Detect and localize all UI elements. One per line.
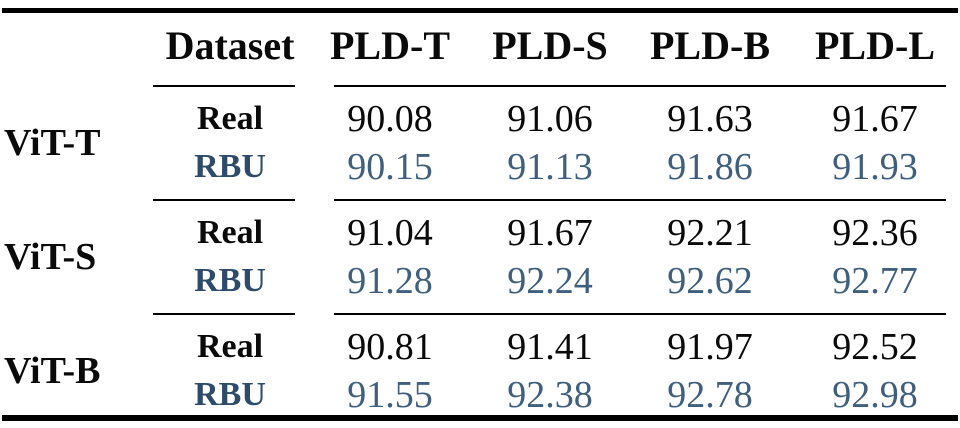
dataset-label-rbu: RBU [194, 375, 266, 413]
group-vit-b: ViT-B Real 90.81 91.41 91.97 92.52 RBU 9… [0, 323, 960, 419]
model-label: ViT-S [4, 236, 97, 278]
dataset-midrule [153, 313, 295, 315]
value-cell: 91.55 [347, 373, 433, 416]
value-cell: 91.63 [667, 97, 753, 140]
group-vit-t: ViT-T Real 90.08 91.06 91.63 91.67 RBU 9… [0, 95, 960, 191]
value-cell: 92.78 [667, 373, 753, 416]
value-cell: 91.04 [347, 211, 433, 254]
value-cell: 92.77 [832, 259, 918, 302]
column-header-pld-s: PLD-S [492, 22, 608, 68]
group-separator [0, 191, 960, 209]
column-header-pld-t: PLD-T [330, 22, 450, 68]
dataset-label-rbu: RBU [194, 147, 266, 185]
table-content: Dataset PLD-T PLD-S PLD-B PLD-L ViT-T Re… [0, 13, 960, 419]
value-cell: 91.86 [667, 145, 753, 188]
model-label: ViT-T [4, 122, 101, 164]
value-cell: 92.62 [667, 259, 753, 302]
values-midrule [334, 85, 946, 87]
values-midrule [334, 313, 946, 315]
group-separator [0, 305, 960, 323]
dataset-label-real: Real [196, 99, 264, 137]
header-separator [0, 77, 960, 95]
value-cell: 91.28 [347, 259, 433, 302]
dataset-label-real: Real [196, 327, 264, 365]
value-cell: 92.21 [667, 211, 753, 254]
values-midrule [334, 199, 946, 201]
value-cell: 91.06 [507, 97, 593, 140]
column-header-pld-l: PLD-L [815, 22, 935, 68]
value-cell: 90.81 [347, 325, 433, 368]
value-cell: 91.13 [507, 145, 593, 188]
dataset-label-real: Real [196, 213, 264, 251]
value-cell: 91.93 [832, 145, 918, 188]
group-vit-s: ViT-S Real 91.04 91.67 92.21 92.36 RBU 9… [0, 209, 960, 305]
value-cell: 91.67 [507, 211, 593, 254]
dataset-midrule [153, 199, 295, 201]
value-cell: 92.38 [507, 373, 593, 416]
value-cell: 92.24 [507, 259, 593, 302]
value-cell: 90.15 [347, 145, 433, 188]
model-label: ViT-B [4, 350, 101, 392]
value-cell: 92.98 [832, 373, 918, 416]
value-cell: 91.41 [507, 325, 593, 368]
table-top-rule [2, 8, 958, 13]
value-cell: 91.97 [667, 325, 753, 368]
value-cell: 92.52 [832, 325, 918, 368]
column-header-dataset: Dataset [165, 22, 295, 68]
value-cell: 92.36 [832, 211, 918, 254]
table-bottom-rule [2, 415, 958, 421]
dataset-midrule [153, 85, 295, 87]
value-cell: 90.08 [347, 97, 433, 140]
dataset-label-rbu: RBU [194, 261, 266, 299]
column-header-pld-b: PLD-B [650, 22, 770, 68]
value-cell: 91.67 [832, 97, 918, 140]
table-header-row: Dataset PLD-T PLD-S PLD-B PLD-L [0, 13, 960, 77]
